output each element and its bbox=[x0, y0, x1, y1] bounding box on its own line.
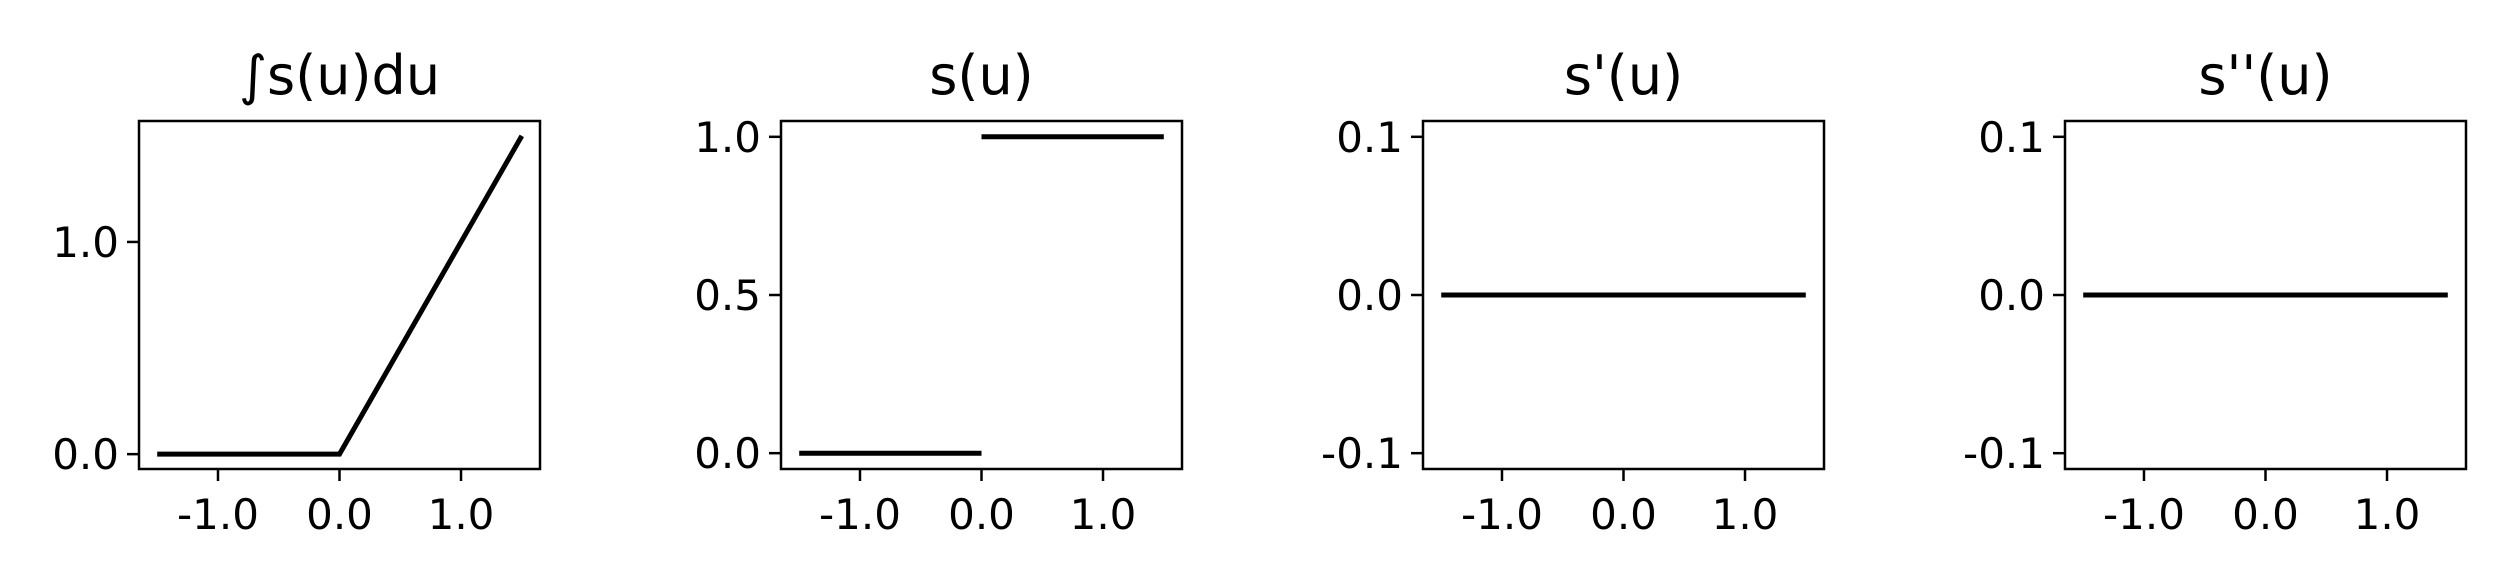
subplot-3: -1.0 0.0 1.0 -0.1 0.0 0.1 s'(u) bbox=[1321, 44, 1826, 539]
subplot-1: -1.0 0.0 1.0 0.0 1.0 ∫s(u)du bbox=[52, 44, 542, 539]
y-tick-label: 0.0 bbox=[52, 430, 119, 479]
x-tick-label: 1.0 bbox=[2354, 490, 2421, 539]
y-tick-label: 0.0 bbox=[694, 429, 761, 478]
x-tick-label: -1.0 bbox=[2103, 490, 2185, 539]
y-tick-label: 1.0 bbox=[694, 113, 761, 162]
x-tick-label: -1.0 bbox=[1461, 490, 1543, 539]
subplot-4: -1.0 0.0 1.0 -0.1 0.0 0.1 s''(u) bbox=[1963, 44, 2468, 539]
y-tick-label: 0.0 bbox=[1336, 271, 1403, 320]
chart-title: s(u) bbox=[929, 44, 1034, 107]
y-tick-label: 0.5 bbox=[694, 271, 761, 320]
subplot-2: -1.0 0.0 1.0 0.0 0.5 1.0 s(u) bbox=[694, 44, 1184, 539]
x-tick-label: 0.0 bbox=[948, 490, 1015, 539]
x-tick-label: -1.0 bbox=[819, 490, 901, 539]
y-tick-label: 0.1 bbox=[1336, 113, 1403, 162]
chart-title: s'(u) bbox=[1564, 44, 1683, 107]
x-tick-label: 1.0 bbox=[428, 490, 495, 539]
x-tick-label: 0.0 bbox=[2232, 490, 2299, 539]
axes-frame bbox=[137, 119, 542, 471]
x-tick-label: 0.0 bbox=[306, 490, 373, 539]
y-tick-label: 0.1 bbox=[1978, 113, 2045, 162]
x-tick-label: 1.0 bbox=[1712, 490, 1779, 539]
chart-title: s''(u) bbox=[2198, 44, 2332, 107]
y-tick-label: 0.0 bbox=[1978, 271, 2045, 320]
x-tick-label: 1.0 bbox=[1070, 490, 1137, 539]
x-tick-label: 0.0 bbox=[1590, 490, 1657, 539]
x-tick-label: -1.0 bbox=[177, 490, 259, 539]
y-tick-label: -0.1 bbox=[1321, 429, 1403, 478]
axes-frame bbox=[779, 119, 1184, 471]
y-tick-label: 1.0 bbox=[52, 218, 119, 267]
series-line bbox=[157, 134, 524, 457]
y-tick-label: -0.1 bbox=[1963, 429, 2045, 478]
chart-title: ∫s(u)du bbox=[239, 44, 440, 107]
